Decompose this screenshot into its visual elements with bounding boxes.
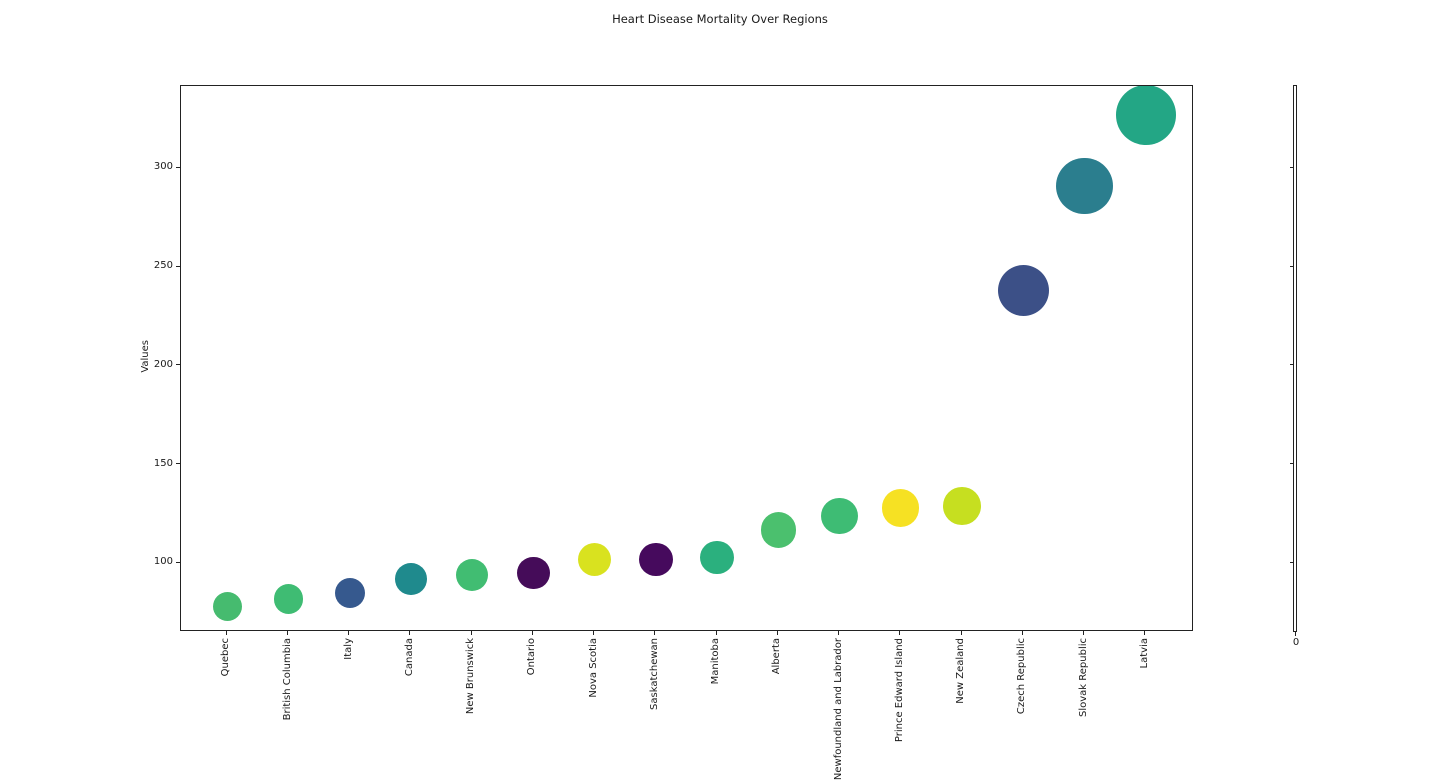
- x-tick-mark: [1083, 631, 1085, 635]
- secondary-axis-x-tick-mark: [1295, 632, 1296, 636]
- x-tick-mark: [1021, 631, 1023, 635]
- x-tick-mark: [654, 631, 656, 635]
- x-tick-mark: [899, 631, 901, 635]
- secondary-axis-bar: [1293, 85, 1297, 632]
- x-tick-label: Italy: [342, 638, 354, 660]
- y-tick-mark: [176, 561, 180, 563]
- x-tick-label: Canada: [403, 638, 415, 677]
- data-point-bubble: [882, 489, 920, 527]
- y-tick-mark: [176, 166, 180, 168]
- data-point-bubble: [334, 577, 365, 609]
- x-tick-mark: [225, 631, 227, 635]
- x-tick-label: Czech Republic: [1016, 638, 1028, 715]
- x-tick-label: British Columbia: [281, 638, 293, 721]
- x-tick-label: Newfoundland and Labrador: [832, 638, 844, 780]
- data-point-bubble: [395, 563, 427, 595]
- y-tick-label: 200: [153, 358, 173, 370]
- x-tick-mark: [409, 631, 411, 635]
- secondary-y-tick-mark: [1289, 265, 1294, 267]
- data-point-bubble: [1056, 157, 1113, 215]
- x-tick-mark: [715, 631, 717, 635]
- x-tick-label: New Zealand: [955, 638, 967, 704]
- y-tick-mark: [176, 364, 180, 366]
- x-tick-mark: [531, 631, 533, 635]
- data-point-bubble: [760, 511, 797, 548]
- y-tick-label: 150: [153, 457, 173, 469]
- secondary-y-tick-mark: [1289, 561, 1294, 563]
- y-tick-label: 100: [153, 556, 173, 568]
- x-tick-label: Alberta: [771, 638, 783, 675]
- y-tick-mark: [176, 463, 180, 465]
- data-point-bubble: [997, 265, 1049, 317]
- x-tick-mark: [1144, 631, 1146, 635]
- x-tick-mark: [593, 631, 595, 635]
- x-tick-label: New Brunswick: [465, 638, 477, 715]
- x-tick-label: Slovak Republic: [1077, 638, 1089, 717]
- y-tick-label: 300: [153, 161, 173, 173]
- secondary-y-tick-mark: [1289, 463, 1294, 465]
- x-tick-label: Nova Scotia: [587, 638, 599, 698]
- data-point-bubble: [212, 592, 242, 622]
- data-point-bubble: [456, 559, 489, 592]
- x-tick-label: Prince Edward Island: [893, 638, 905, 743]
- secondary-axis-tick-label: 0: [1292, 637, 1300, 648]
- data-point-bubble: [943, 487, 981, 525]
- data-point-bubble: [578, 542, 612, 576]
- data-point-bubble: [700, 540, 734, 575]
- x-tick-mark: [470, 631, 472, 635]
- x-tick-mark: [287, 631, 289, 635]
- secondary-y-tick-mark: [1289, 364, 1294, 366]
- chart-title: Heart Disease Mortality Over Regions: [612, 12, 828, 26]
- x-tick-mark: [960, 631, 962, 635]
- x-tick-label: Quebec: [220, 638, 232, 677]
- data-point-bubble: [273, 583, 304, 614]
- y-tick-label: 250: [153, 260, 173, 272]
- x-tick-label: Latvia: [1138, 638, 1150, 669]
- y-tick-mark: [176, 265, 180, 267]
- secondary-y-tick-mark: [1289, 166, 1294, 168]
- data-point-bubble: [821, 497, 858, 535]
- data-point-bubble: [1115, 86, 1176, 145]
- data-point-bubble: [517, 557, 550, 590]
- x-tick-label: Ontario: [526, 638, 538, 676]
- x-tick-mark: [776, 631, 778, 635]
- x-tick-mark: [348, 631, 350, 635]
- figure: Heart Disease Mortality Over Regions Val…: [140, 12, 1300, 780]
- plot-area: [180, 85, 1193, 631]
- data-point-bubble: [639, 542, 673, 576]
- x-tick-mark: [838, 631, 840, 635]
- x-tick-label: Saskatchewan: [648, 638, 660, 710]
- x-tick-label: Manitoba: [710, 638, 722, 685]
